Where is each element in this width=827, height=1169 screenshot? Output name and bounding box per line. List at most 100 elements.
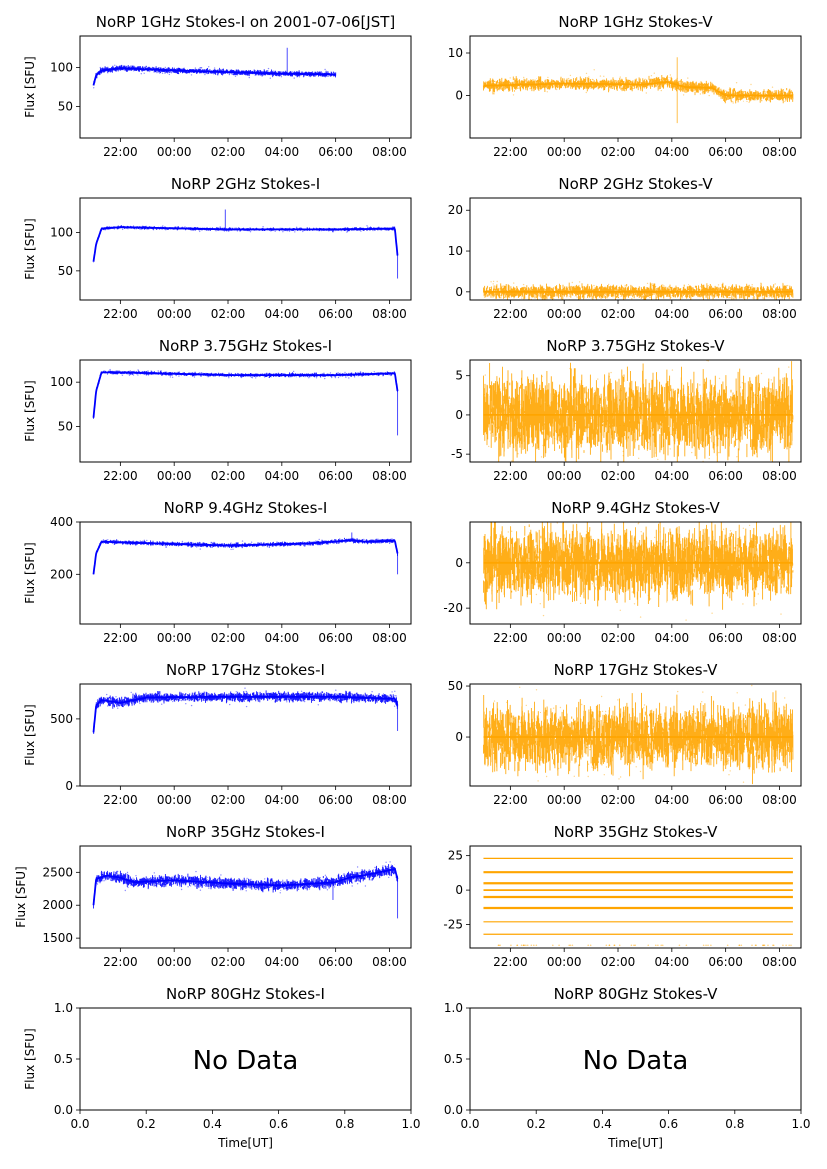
x-tick-label: 22:00 bbox=[493, 307, 528, 321]
data-point bbox=[99, 71, 102, 73]
x-axis-label: Time[UT] bbox=[607, 1136, 663, 1150]
plot-frame bbox=[469, 35, 802, 139]
data-point bbox=[216, 879, 218, 881]
data-point bbox=[230, 72, 232, 74]
data-point bbox=[660, 89, 662, 92]
x-tick-label: 06:00 bbox=[708, 469, 743, 483]
data-point bbox=[189, 545, 191, 547]
data-point bbox=[324, 377, 326, 380]
data-point bbox=[741, 732, 744, 734]
data-point bbox=[366, 874, 368, 876]
data-point bbox=[231, 544, 233, 546]
data-point bbox=[137, 369, 139, 371]
data-point bbox=[138, 372, 140, 374]
data-point bbox=[246, 691, 248, 693]
data-point bbox=[789, 98, 792, 100]
data-point bbox=[245, 890, 247, 892]
x-tick-label: 0.4 bbox=[203, 1117, 222, 1131]
data-point bbox=[242, 374, 244, 376]
data-point bbox=[762, 542, 764, 544]
data-point bbox=[199, 889, 202, 891]
data-point bbox=[496, 280, 498, 283]
data-point bbox=[587, 775, 589, 778]
x-tick-label: 22:00 bbox=[103, 469, 138, 483]
data-point bbox=[158, 372, 161, 375]
data-point bbox=[379, 872, 381, 874]
data-point bbox=[127, 228, 129, 230]
data-point bbox=[687, 77, 689, 79]
data-point bbox=[749, 546, 752, 548]
data-point bbox=[131, 65, 134, 67]
x-tick-label: 0.8 bbox=[335, 1117, 354, 1131]
data-point bbox=[199, 372, 201, 374]
data-point bbox=[535, 944, 538, 947]
data-point bbox=[121, 374, 124, 376]
data-point bbox=[756, 456, 758, 458]
data-point bbox=[309, 544, 311, 546]
data-point bbox=[272, 544, 274, 546]
data-point bbox=[788, 366, 790, 368]
data-point bbox=[367, 227, 369, 230]
data-point bbox=[585, 91, 587, 94]
data-point bbox=[169, 376, 172, 378]
data-point bbox=[300, 542, 303, 544]
data-point bbox=[730, 415, 732, 417]
data-point bbox=[230, 542, 232, 544]
data-point bbox=[331, 376, 333, 379]
data-point bbox=[550, 711, 552, 713]
data-point bbox=[219, 228, 221, 231]
data-point bbox=[180, 699, 183, 702]
data-point bbox=[707, 91, 709, 93]
data-point bbox=[498, 944, 500, 947]
data-point bbox=[233, 72, 235, 75]
data-point bbox=[164, 228, 167, 230]
data-point bbox=[317, 72, 319, 74]
data-point bbox=[563, 534, 565, 536]
data-point bbox=[241, 881, 243, 883]
data-point bbox=[608, 736, 610, 738]
data-point bbox=[117, 540, 120, 542]
data-point bbox=[377, 229, 379, 231]
data-point bbox=[351, 882, 354, 884]
data-point bbox=[781, 298, 783, 300]
data-point bbox=[608, 944, 611, 947]
data-point bbox=[777, 745, 779, 748]
data-point bbox=[539, 740, 541, 742]
data-point bbox=[555, 83, 557, 85]
data-point bbox=[332, 230, 334, 233]
data-point bbox=[267, 67, 270, 70]
data-point bbox=[523, 76, 525, 79]
data-point bbox=[607, 283, 610, 286]
data-point bbox=[607, 410, 610, 413]
data-point bbox=[775, 96, 777, 98]
data-point bbox=[100, 371, 103, 373]
data-point bbox=[227, 885, 229, 887]
data-point bbox=[155, 372, 158, 374]
data-point bbox=[622, 295, 625, 297]
data-point bbox=[621, 755, 623, 758]
data-point bbox=[534, 745, 536, 747]
data-point bbox=[377, 539, 379, 542]
data-point bbox=[710, 944, 712, 947]
data-point bbox=[205, 372, 207, 375]
data-point bbox=[662, 77, 664, 80]
data-point bbox=[231, 229, 234, 231]
data-point bbox=[234, 696, 236, 698]
panel-title: NoRP 17GHz Stokes-I bbox=[166, 661, 325, 679]
data-point bbox=[214, 699, 216, 701]
data-point bbox=[198, 699, 200, 701]
data-point bbox=[231, 699, 233, 701]
data-point bbox=[232, 886, 235, 889]
data-point bbox=[281, 227, 283, 229]
data-point bbox=[715, 730, 717, 732]
data-point bbox=[693, 796, 694, 797]
data-point bbox=[278, 229, 280, 231]
data-point bbox=[523, 944, 526, 947]
data-point bbox=[630, 944, 633, 947]
data-point bbox=[196, 546, 198, 548]
data-point bbox=[785, 413, 787, 415]
data-point bbox=[187, 373, 189, 376]
data-point bbox=[120, 65, 122, 67]
data-point bbox=[321, 228, 323, 230]
data-point bbox=[571, 944, 574, 947]
